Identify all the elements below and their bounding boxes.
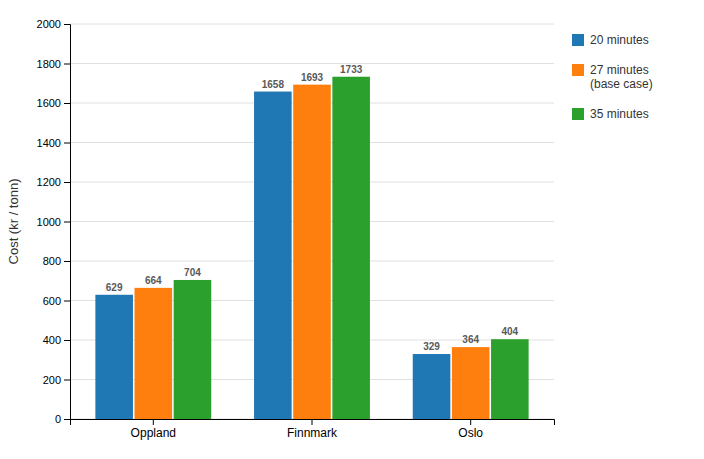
series [95, 92, 450, 419]
y-tick-label: 800 [43, 255, 61, 267]
y-tick: 1200 [37, 176, 70, 188]
legend-label-line: (base case) [590, 77, 653, 91]
y-tick-label: 600 [43, 295, 61, 307]
data-label: 1658 [262, 79, 285, 90]
y-tick-label: 1200 [37, 176, 61, 188]
y-tick: 0 [55, 413, 70, 425]
bar [135, 288, 173, 419]
x-tick-mark [470, 419, 471, 425]
x-tick: Oslo [458, 419, 483, 440]
x-axis: Oppland Finnmark Oslo [71, 419, 555, 440]
legend-item: 35 minutes [572, 107, 649, 121]
x-axis-line [71, 420, 555, 426]
series [174, 77, 529, 419]
x-tick-mark [153, 419, 154, 425]
y-tick-mark [64, 143, 70, 144]
legend-label-line: 35 minutes [590, 107, 649, 121]
grid-line [70, 24, 554, 25]
y-tick-label: 1600 [37, 97, 61, 109]
y-tick: 800 [43, 255, 70, 267]
grid [70, 24, 554, 419]
y-tick-label: 1000 [37, 216, 61, 228]
bar [491, 339, 529, 419]
legend: 20 minutes 27 minutes(base case) 35 minute… [572, 33, 653, 121]
data-label: 329 [423, 341, 440, 352]
y-axis-line [64, 25, 71, 420]
data-label: 1733 [340, 64, 363, 75]
y-axis: 0 200 400 600 800 1000 1200 1400 1600 1800 2000 [37, 18, 71, 425]
y-tick-mark [64, 103, 70, 104]
y-tick-label: 1800 [37, 58, 61, 70]
legend-label-line: 27 minutes [590, 63, 649, 77]
data-label: 1693 [301, 72, 324, 83]
data-label: 404 [501, 326, 518, 337]
x-tick-mark [312, 419, 313, 425]
y-tick-mark [64, 419, 70, 420]
legend-label-line: 20 minutes [590, 33, 649, 47]
bar [332, 77, 370, 419]
y-tick-mark [64, 340, 70, 341]
bar [174, 280, 212, 419]
x-tick-label: Oppland [131, 426, 176, 440]
legend-swatch [572, 108, 584, 120]
y-tick-label: 1400 [37, 137, 61, 149]
y-tick-mark [64, 182, 70, 183]
data-label: 364 [462, 334, 479, 345]
y-tick-mark [64, 301, 70, 302]
bar [254, 92, 292, 419]
y-tick-label: 2000 [37, 18, 61, 30]
bar [413, 354, 451, 419]
x-tick: Finnmark [287, 419, 338, 440]
y-axis-title: Cost (kr / tonn) [6, 179, 21, 265]
plot: 0 200 400 600 800 1000 1200 1400 1600 1800 2000 Opp… [37, 18, 555, 440]
y-tick: 1000 [37, 216, 70, 228]
data-label: 629 [106, 282, 123, 293]
y-tick: 600 [43, 295, 70, 307]
legend-item: 27 minutes(base case) [572, 63, 653, 91]
legend-label: 27 minutes(base case) [590, 63, 653, 91]
data-labels: 629 1658 329 664 1693 364 704 1733 404 [106, 64, 519, 352]
data-label: 704 [184, 267, 201, 278]
series [135, 85, 490, 419]
y-tick: 200 [43, 374, 70, 386]
legend-item: 20 minutes [572, 33, 649, 47]
grid-line [70, 63, 554, 64]
data-label: 664 [145, 275, 162, 286]
bar [95, 295, 133, 419]
y-tick: 400 [43, 334, 70, 346]
legend-swatch [572, 64, 584, 76]
legend-swatch [572, 34, 584, 46]
y-tick: 2000 [37, 18, 70, 30]
x-tick-label: Oslo [458, 426, 483, 440]
bar [293, 85, 331, 419]
x-tick: Oppland [131, 419, 176, 440]
y-tick-label: 400 [43, 334, 61, 346]
x-tick-label: Finnmark [287, 426, 338, 440]
bars [95, 77, 528, 419]
bar [452, 347, 490, 419]
y-tick-mark [64, 380, 70, 381]
y-tick-mark [64, 222, 70, 223]
y-tick-label: 200 [43, 374, 61, 386]
legend-label: 35 minutes [590, 107, 649, 121]
y-tick: 1400 [37, 137, 70, 149]
y-tick-mark [64, 64, 70, 65]
y-tick: 1800 [37, 58, 70, 70]
y-tick-mark [64, 24, 70, 25]
chart: 0 200 400 600 800 1000 1200 1400 1600 1800 2000 Opp… [0, 0, 704, 459]
y-tick-label: 0 [55, 413, 61, 425]
y-tick: 1600 [37, 97, 70, 109]
y-tick-mark [64, 261, 70, 262]
legend-label: 20 minutes [590, 33, 649, 47]
